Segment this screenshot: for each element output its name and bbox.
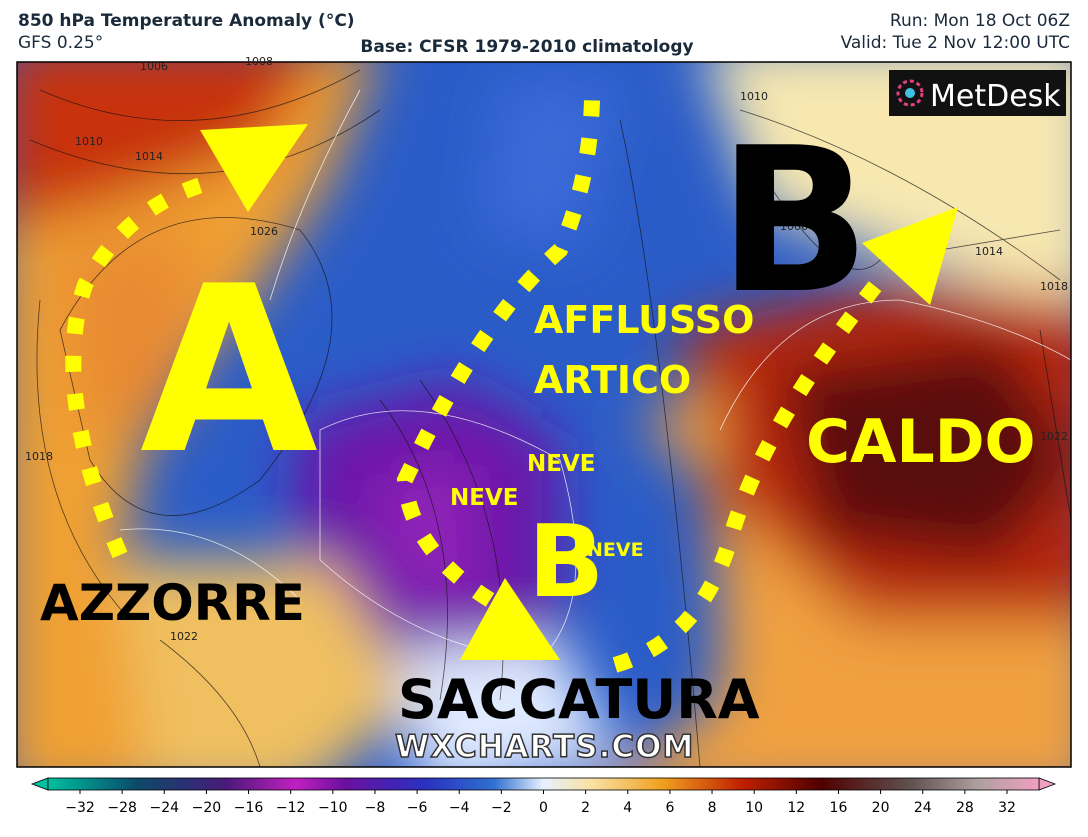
logo-box [889,70,1066,116]
colorbar-tick-label: 24 [914,800,932,816]
isobar-label: 1018 [25,450,53,463]
colorbar-tick-label: −16 [234,800,264,816]
colorbar-tick-label: −4 [449,800,470,816]
model: GFS 0.25° [18,33,103,53]
isobar-label: 1026 [250,225,278,238]
isobar-label: 1010 [75,135,103,148]
colorbar-tick-label: −10 [318,800,348,816]
colorbar-tick-label: 28 [956,800,974,816]
isobar-labels: 1006 1008 1010 1014 1026 1018 1022 1010 1006 1014… [25,55,1068,643]
colorbar-tick-label: 16 [830,800,848,816]
isobar-label: 1014 [135,150,163,163]
colorbar-ticks: −32 −28 −24 −20 −16 −12 −10 −8 −6 −4 −2 0 2 4 6 8 10 12 16… [65,790,1016,816]
watermark: WXCHARTS.COM [395,729,694,765]
base: Base: CFSR 1979-2010 climatology [360,37,693,57]
colorbar-tick-label: 2 [581,800,590,816]
colorbar-tick-label: 8 [708,800,717,816]
logo: MetDesk [930,79,1061,114]
flow-arrows [65,99,887,673]
low-label: B [528,503,604,620]
isobar-label: 1008 [245,55,273,68]
arrow-heads [200,124,958,660]
colorbar-tick-label: −24 [149,800,179,816]
map [17,62,1071,767]
colorbar-tick-label: −12 [276,800,306,816]
run: Run: Mon 18 Oct 06Z [890,11,1070,31]
isobar-label: 1018 [1040,280,1068,293]
warm-label: CALDO [806,407,1036,477]
valid: Valid: Tue 2 Nov 12:00 UTC [841,33,1070,53]
colorbar-end [1038,777,1057,791]
colorbar-tick-label: 6 [665,800,674,816]
colorbar-tick-label: −6 [407,800,428,816]
snow-label: NEVE [587,539,644,561]
colorbar-tick-label: 12 [787,800,805,816]
trough-label: SACCATURA [398,668,760,731]
colorbar-tick-label: −28 [107,800,137,816]
low-label: B [718,105,870,338]
colorbar-tick-label: 32 [998,800,1016,816]
snow-label: NEVE [527,451,595,477]
isobar-label: 1022 [170,630,198,643]
flow-label: AFFLUSSO [534,298,754,342]
isobar-label: 1006 [140,60,168,73]
colorbar-tick-label: 0 [539,800,548,816]
azores-label: AZZORRE [40,574,305,632]
snow-label: NEVE [450,485,518,511]
colorbar-tick-label: 20 [872,800,890,816]
title: 850 hPa Temperature Anomaly (°C) [18,11,355,31]
colorbar-tick-label: 10 [745,800,763,816]
colorbar-tick-label: −8 [365,800,386,816]
colorbar-tick-label: −32 [65,800,95,816]
map-frame [16,61,1072,768]
isobar-label: 1022 [1040,430,1068,443]
logo-icon [896,79,924,107]
colorbar-tick-label: −20 [192,800,222,816]
colorbar [47,777,1040,791]
isobar-label: 1014 [975,245,1003,258]
flow-label: ARTICO [534,358,691,402]
isobar-label: 1010 [740,90,768,103]
colorbar-end [30,777,49,791]
isobar-label: 1006 [780,220,808,233]
high-label: A [140,238,318,505]
colorbar-tick-label: −2 [491,800,512,816]
colorbar-tick-label: 4 [623,800,632,816]
